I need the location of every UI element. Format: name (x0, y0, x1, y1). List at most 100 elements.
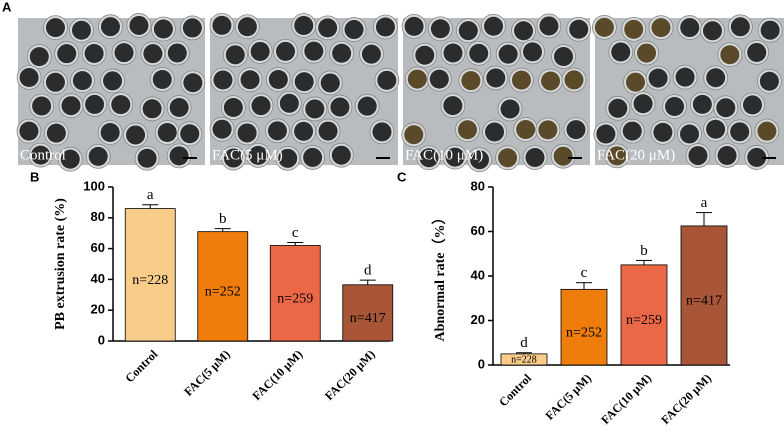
oocyte (169, 97, 189, 117)
oocyte (223, 98, 243, 118)
oocyte (541, 71, 561, 91)
oocyte (633, 94, 653, 114)
oocyte (720, 45, 740, 65)
image-label: FAC(5 μM) (212, 147, 283, 163)
oocyte (237, 17, 257, 37)
significance-letter: b (219, 211, 227, 227)
oocyte (757, 121, 777, 141)
oocyte (213, 70, 233, 90)
oocyte (152, 69, 172, 89)
y-tick-label: 80 (471, 178, 485, 193)
oocyte (469, 43, 489, 63)
significance-letter: c (581, 265, 588, 281)
oocyte (596, 124, 616, 144)
oocyte (470, 150, 490, 170)
oocyte (554, 47, 574, 67)
oocyte (415, 45, 435, 65)
oocyte (404, 125, 424, 145)
oocyte (648, 68, 668, 88)
x-tick-label: FAC(10 μM) (250, 347, 306, 403)
oocyte (514, 21, 534, 41)
oocyte (84, 44, 104, 64)
n-label: n=228 (511, 355, 537, 366)
oocyte (100, 17, 120, 37)
x-tick-label: Control (122, 347, 160, 385)
y-tick-label: 20 (471, 312, 485, 327)
oocyte (72, 71, 92, 91)
panel-label: A (2, 0, 12, 14)
oocyte (516, 120, 536, 140)
x-tick-label: FAC(20 μM) (658, 371, 714, 427)
y-tick-label: 80 (91, 209, 105, 224)
oocyte (29, 47, 49, 67)
oocyte (443, 43, 463, 63)
oocyte (330, 97, 350, 117)
panel-label: C (397, 169, 407, 184)
oocyte (100, 123, 120, 143)
oocyte (461, 71, 481, 91)
oocyte (747, 42, 767, 62)
oocyte (457, 120, 477, 140)
y-tick-label: 0 (478, 356, 485, 371)
oocyte (305, 99, 325, 119)
oocyte (703, 21, 723, 41)
oocyte (240, 70, 260, 90)
oocyte (183, 73, 203, 93)
oocyte (225, 45, 245, 65)
y-tick-label: 40 (471, 267, 485, 282)
oocyte (332, 43, 352, 63)
oocyte (692, 94, 712, 114)
oocyte (445, 147, 465, 167)
oocyte (419, 148, 439, 168)
oocyte (167, 43, 187, 63)
oocyte (375, 17, 395, 37)
n-label: n=252 (566, 325, 602, 340)
image-label: FAC(10 μM) (405, 147, 483, 163)
oocyte (651, 18, 671, 38)
oocyte (611, 42, 631, 62)
n-label: n=259 (626, 313, 662, 328)
oocyte (318, 18, 338, 38)
oocyte (566, 120, 586, 140)
oocyte (237, 123, 257, 143)
y-tick-label: 60 (471, 223, 485, 238)
oocyte (742, 95, 762, 115)
oocyte (706, 119, 726, 139)
oocyte (625, 72, 645, 92)
n-label: n=259 (277, 291, 313, 306)
oocyte (361, 44, 381, 64)
oocyte (71, 20, 91, 40)
oocyte (103, 71, 123, 91)
image-label: Control (20, 147, 66, 163)
x-tick-label: FAC(20 μM) (322, 347, 378, 403)
x-tick-label: Control (496, 371, 534, 409)
oocyte (730, 17, 750, 37)
y-tick-label: 60 (91, 240, 105, 255)
y-tick-label: 100 (83, 178, 105, 193)
oocyte (357, 96, 377, 116)
oocyte (19, 67, 39, 87)
oocyte (275, 41, 295, 61)
oocyte (407, 69, 427, 89)
oocyte (404, 16, 424, 36)
oocyte (484, 16, 504, 36)
oocyte (688, 146, 708, 166)
scale-bar (183, 157, 197, 159)
y-tick-label: 40 (91, 271, 105, 286)
oocyte (85, 94, 105, 114)
oocyte (608, 98, 628, 118)
oocyte (303, 147, 323, 167)
oocyte (129, 15, 149, 35)
n-label: n=228 (132, 273, 168, 288)
oocyte (429, 69, 449, 89)
oocyte (377, 70, 397, 90)
oocyte (372, 122, 392, 142)
oocyte (500, 99, 520, 119)
oocyte (31, 145, 51, 165)
bar (620, 264, 668, 366)
x-tick-label: FAC(5 μM) (181, 347, 233, 399)
oocyte (538, 120, 558, 140)
oocyte (294, 16, 314, 36)
oocyte (318, 121, 338, 141)
oocyte (486, 68, 506, 88)
